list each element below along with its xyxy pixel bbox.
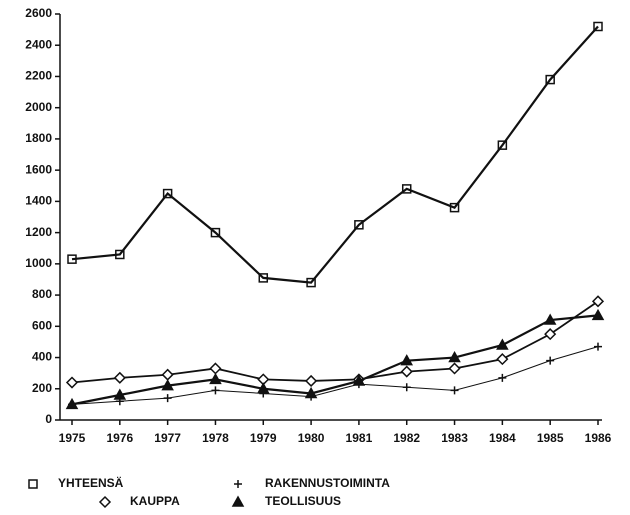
series-line	[71, 314, 599, 406]
y-tick-label: 1200	[25, 225, 52, 239]
y-tick-label: 2200	[25, 69, 52, 83]
point	[304, 386, 318, 399]
x-tick-label: 1977	[154, 431, 181, 445]
point	[496, 338, 509, 350]
legend-marker	[234, 480, 242, 488]
point	[163, 394, 172, 403]
point	[209, 362, 222, 375]
y-tick-label: 2000	[25, 100, 52, 114]
y-tick-label: 1400	[25, 194, 52, 208]
point	[256, 382, 270, 394]
x-tick-label: 1975	[59, 431, 86, 445]
y-tick-label: 0	[45, 412, 52, 426]
legend-label: KAUPPA	[130, 494, 180, 508]
point	[401, 184, 412, 194]
point	[162, 188, 173, 199]
x-tick-label: 1979	[250, 431, 277, 445]
legend-label: RAKENNUSTOIMINTA	[265, 476, 390, 490]
point	[545, 74, 555, 85]
y-tick-label: 400	[32, 350, 52, 364]
point	[546, 356, 555, 365]
x-tick-label: 1976	[106, 431, 133, 445]
point	[211, 386, 220, 395]
point	[402, 383, 411, 392]
legend-label: TEOLLISUUS	[265, 494, 341, 508]
point	[209, 372, 222, 385]
y-tick-label: 200	[32, 381, 52, 395]
point	[352, 374, 366, 386]
x-tick-label: 1984	[489, 431, 516, 445]
point	[161, 379, 174, 391]
y-tick-label: 1600	[25, 162, 52, 176]
x-tick-label: 1985	[537, 431, 564, 445]
legend-marker	[28, 479, 38, 489]
x-tick-label: 1980	[298, 431, 325, 445]
point	[65, 376, 79, 389]
y-tick-label: 800	[32, 287, 52, 301]
point	[258, 273, 269, 283]
y-tick-label: 1800	[25, 131, 52, 145]
point	[65, 397, 79, 410]
point	[161, 368, 174, 381]
point	[448, 350, 461, 363]
point	[115, 249, 125, 260]
point	[306, 277, 316, 288]
y-tick-label: 1000	[25, 256, 52, 270]
point	[544, 328, 557, 341]
legend-marker	[98, 495, 112, 509]
point	[543, 313, 557, 325]
point	[593, 21, 603, 32]
x-tick-label: 1983	[441, 431, 468, 445]
y-tick-label: 600	[32, 318, 52, 332]
legend-label: YHTEENSÄ	[58, 475, 124, 490]
x-tick-label: 1978	[202, 431, 229, 445]
series-line	[71, 25, 599, 284]
series-line	[71, 300, 599, 384]
point	[400, 354, 414, 366]
point	[354, 220, 364, 230]
series-line	[71, 346, 599, 405]
x-tick-label: 1986	[585, 431, 612, 445]
point	[448, 362, 461, 375]
point	[496, 353, 509, 366]
x-tick-label: 1982	[393, 431, 420, 445]
point	[113, 371, 126, 384]
point	[497, 140, 508, 150]
point	[594, 342, 602, 351]
point	[591, 308, 605, 321]
y-tick-label: 2400	[25, 37, 52, 51]
point	[113, 388, 127, 400]
point	[449, 202, 460, 213]
x-tick-label: 1981	[346, 431, 373, 445]
legend-marker	[231, 495, 245, 507]
point	[450, 386, 459, 395]
point	[400, 365, 413, 378]
point	[305, 374, 318, 388]
point	[210, 227, 221, 238]
point	[591, 295, 605, 308]
point	[498, 373, 507, 382]
point	[67, 254, 77, 264]
y-tick-label: 2600	[25, 6, 52, 20]
